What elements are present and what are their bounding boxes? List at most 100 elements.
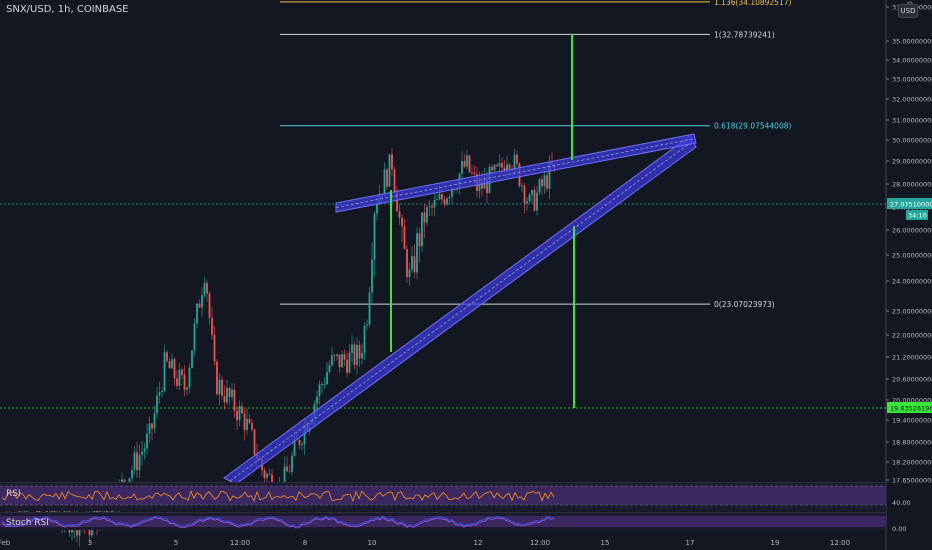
candle-body <box>513 154 516 171</box>
candle-body <box>383 169 386 196</box>
candle-body <box>193 323 196 351</box>
price-tick-label: 17.65000000 <box>892 477 932 485</box>
current-price-badge <box>887 198 932 209</box>
candle-body <box>403 226 406 249</box>
pane-separator[interactable] <box>0 482 886 483</box>
candle-body <box>461 160 463 174</box>
candle-body <box>266 473 268 478</box>
candle-body <box>411 256 413 270</box>
candle-body <box>493 164 496 171</box>
candle-body <box>196 303 198 324</box>
candle-body <box>371 259 373 293</box>
candle-body <box>141 451 143 456</box>
candle-body <box>138 455 141 471</box>
candle-body <box>413 256 416 273</box>
candle-body <box>208 293 211 318</box>
candle-body <box>331 355 333 366</box>
price-tick-label: 22.00000000 <box>892 332 932 340</box>
candle-body <box>333 355 336 357</box>
price-tick-label: 32.00000000 <box>892 96 932 104</box>
time-tick-label: 12:00 <box>230 539 250 547</box>
chart-title: SNX/USD, 1h, COINBASE <box>6 4 129 15</box>
candle-body <box>151 423 153 429</box>
price-tick-label: 21.20000000 <box>892 354 932 362</box>
candle-body <box>363 325 366 353</box>
candle-body <box>491 167 493 171</box>
candle-body <box>178 369 181 386</box>
candle-body <box>533 190 536 211</box>
candle-body <box>503 167 506 172</box>
candle-body <box>358 344 361 359</box>
fib-level-label: 1(32.78739241) <box>714 30 775 39</box>
candle-body <box>431 206 433 208</box>
candle-body <box>171 359 173 369</box>
candle-body <box>286 466 288 472</box>
candle-body <box>228 387 231 398</box>
candle-body <box>71 527 73 533</box>
stoch-tick-label: 0.00 <box>892 525 906 533</box>
candle-body <box>376 203 378 214</box>
time-tick-label: 15 <box>601 539 610 547</box>
candle-body <box>153 413 156 429</box>
rsi-band <box>0 486 886 505</box>
candle-body <box>301 444 303 446</box>
candle-body <box>408 269 411 277</box>
candle-body <box>368 292 371 325</box>
rsi-pane <box>0 483 886 511</box>
candle-body <box>441 194 443 200</box>
candle-body <box>536 192 538 211</box>
candle-body <box>236 410 238 421</box>
candle-body <box>396 191 398 212</box>
time-tick-label: 12:00 <box>530 539 550 547</box>
candle-body <box>393 169 396 192</box>
candle-body <box>238 406 241 421</box>
target-price-label: 19.83526196 <box>890 405 932 413</box>
candle-body <box>496 164 498 167</box>
price-tick-label: 20.00000000 <box>892 397 932 405</box>
candle-body <box>158 392 161 396</box>
price-tick-label: 18.80000000 <box>892 439 932 447</box>
candle-body <box>346 359 348 373</box>
current-price-label: 27.07510000 <box>890 201 932 209</box>
candle-body <box>426 207 428 223</box>
currency-badge[interactable]: USD <box>898 4 918 18</box>
pane-separator[interactable] <box>0 512 886 513</box>
candle-body <box>291 455 293 472</box>
price-tick-label: 24.00000000 <box>892 278 932 286</box>
candle-body <box>416 233 418 273</box>
candle-body <box>321 384 323 385</box>
candle-body <box>541 179 543 187</box>
candle-body <box>328 365 331 373</box>
candle-body <box>356 344 358 365</box>
candle-body <box>478 181 481 191</box>
candle-body <box>188 367 191 388</box>
candle-body <box>463 160 466 167</box>
candle-body <box>391 154 393 170</box>
time-tick-label: Feb <box>0 539 11 547</box>
candle-body <box>136 452 138 471</box>
candle-body <box>146 433 148 449</box>
stoch-d-line <box>1 517 555 529</box>
candle-body <box>216 361 218 395</box>
candle-body <box>548 162 551 189</box>
candle-body <box>546 175 548 189</box>
candle-body <box>251 422 253 430</box>
candle-body <box>406 248 408 277</box>
price-axis <box>886 0 932 550</box>
candle-body <box>201 295 203 308</box>
price-tick-label: 19.40000000 <box>892 417 932 425</box>
price-tick-label: 25.00000000 <box>892 252 932 260</box>
time-tick-label: 3 <box>88 539 92 547</box>
candle-body <box>353 344 356 365</box>
candle-body <box>501 162 503 168</box>
candle-body <box>531 190 533 195</box>
candle-body <box>398 211 401 218</box>
resistance-channel-midline <box>335 138 696 208</box>
price-tick-label: 20.60000000 <box>892 376 932 384</box>
candle-body <box>421 212 423 247</box>
candle-body <box>303 424 306 445</box>
candle-body <box>173 359 176 379</box>
rsi-label: RSI <box>6 489 21 499</box>
candle-body <box>348 352 351 373</box>
